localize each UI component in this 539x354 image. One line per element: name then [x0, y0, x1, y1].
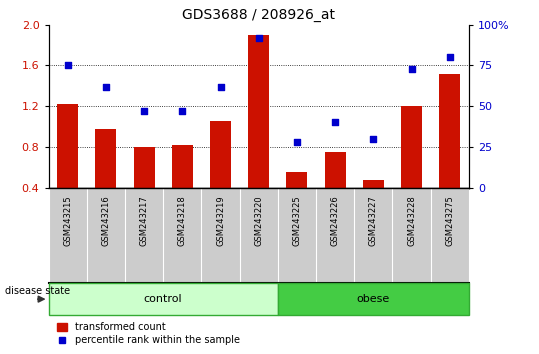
Bar: [172, 145, 193, 188]
Bar: [210, 121, 231, 188]
Text: GSM243228: GSM243228: [407, 195, 416, 246]
Point: [369, 136, 378, 142]
Bar: [324, 152, 345, 188]
Text: disease state: disease state: [5, 286, 71, 296]
Point: [446, 55, 454, 60]
Bar: [439, 74, 460, 188]
Point: [140, 108, 148, 114]
Title: GDS3688 / 208926_at: GDS3688 / 208926_at: [182, 8, 335, 22]
Bar: [57, 104, 78, 188]
Text: control: control: [144, 294, 183, 304]
Text: GSM243216: GSM243216: [101, 195, 110, 246]
Point: [63, 63, 72, 68]
Text: GSM243218: GSM243218: [178, 195, 187, 246]
Point: [293, 139, 301, 145]
Text: GSM243227: GSM243227: [369, 195, 378, 246]
Point: [254, 35, 263, 41]
Bar: [286, 172, 307, 188]
Bar: [248, 35, 270, 188]
Bar: [363, 181, 384, 188]
Text: GSM243225: GSM243225: [293, 195, 301, 246]
Bar: [95, 129, 116, 188]
Point: [331, 120, 340, 125]
Legend: transformed count, percentile rank within the sample: transformed count, percentile rank withi…: [53, 319, 244, 349]
Bar: [134, 147, 155, 188]
Point: [101, 84, 110, 90]
Point: [178, 108, 186, 114]
Text: obese: obese: [357, 294, 390, 304]
Bar: [49, 283, 278, 315]
Text: GSM243275: GSM243275: [445, 195, 454, 246]
Point: [216, 84, 225, 90]
Bar: [401, 106, 422, 188]
Bar: [278, 283, 469, 315]
Point: [407, 66, 416, 72]
Text: GSM243226: GSM243226: [330, 195, 340, 246]
Text: GSM243219: GSM243219: [216, 195, 225, 246]
Text: GSM243217: GSM243217: [140, 195, 149, 246]
Text: GSM243215: GSM243215: [63, 195, 72, 246]
Text: GSM243220: GSM243220: [254, 195, 263, 246]
